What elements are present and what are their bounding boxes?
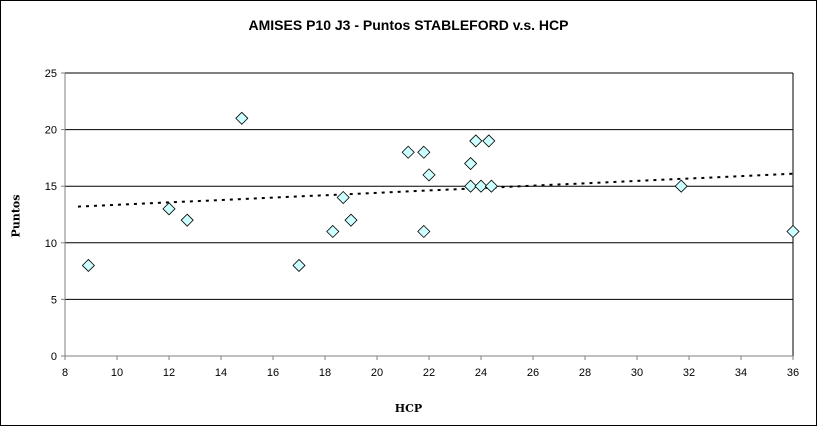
data-point: [417, 145, 431, 159]
x-tick-label: 28: [579, 367, 591, 379]
data-point: [484, 179, 498, 193]
data-point: [235, 111, 249, 125]
data-point: [162, 202, 176, 216]
y-tick-label: 0: [51, 351, 57, 363]
x-tick-label: 30: [631, 367, 643, 379]
data-point: [482, 134, 496, 148]
data-point: [336, 190, 350, 205]
tick-labels: 0 5 10 15 20 25 8 10 12 14 16 18 20 22 24 26 28 30 32 34 36: [45, 68, 799, 379]
x-tick-label: 20: [371, 367, 383, 379]
trendline: [77, 172, 794, 208]
x-tick-label: 22: [423, 367, 435, 379]
x-tick-label: 8: [62, 367, 68, 379]
data-point: [674, 179, 688, 193]
y-axis-label: Puntos: [9, 194, 23, 238]
y-tick-label: 15: [45, 181, 57, 193]
x-tick-label: 12: [163, 367, 175, 379]
data-point: [81, 258, 95, 273]
y-tick-label: 25: [45, 68, 57, 80]
y-tick-label: 20: [45, 125, 57, 137]
data-point: [474, 179, 488, 193]
x-tick-label: 26: [527, 367, 539, 379]
data-point: [292, 258, 306, 273]
data-point: [344, 213, 358, 227]
axes: [61, 72, 794, 360]
data-point: [464, 156, 478, 171]
x-tick-label: 16: [267, 367, 279, 379]
x-tick-label: 18: [319, 367, 331, 379]
data-point: [417, 224, 431, 239]
gridlines: [65, 72, 794, 356]
x-tick-label: 34: [735, 367, 747, 379]
x-tick-label: 14: [215, 367, 227, 379]
data-point: [469, 134, 483, 148]
data-point: [326, 224, 340, 239]
data-point: [401, 145, 415, 159]
x-tick-label: 32: [683, 367, 695, 379]
x-tick-label: 24: [475, 367, 487, 379]
trendline-line: [77, 172, 794, 208]
y-tick-label: 5: [51, 294, 57, 306]
data-point: [180, 213, 194, 227]
x-tick-label: 10: [111, 367, 123, 379]
data-point: [464, 179, 478, 193]
x-tick-label: 36: [787, 367, 799, 379]
x-axis-label: HCP: [394, 402, 423, 415]
data-point: [786, 224, 800, 239]
chart-title: AMISES P10 J3 - Puntos STABLEFORD v.s. H…: [248, 17, 569, 33]
data-points: [81, 111, 800, 273]
y-tick-label: 10: [45, 238, 57, 250]
data-point: [422, 168, 436, 182]
